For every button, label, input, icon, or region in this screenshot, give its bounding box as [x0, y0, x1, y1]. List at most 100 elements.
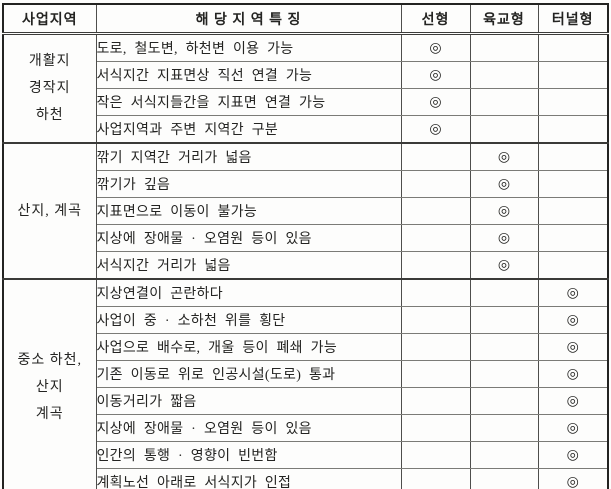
feature-cell: 서식지간 거리가 넓음 [95, 251, 402, 280]
empty-mark-cell [537, 61, 609, 89]
region-label-line: 개활지 [28, 54, 71, 69]
feature-cell: 사업으로 배수로, 개울 등이 폐쇄 가능 [95, 333, 402, 361]
feature-cell: 작은 서식지들간을 지표면 연결 가능 [95, 88, 402, 116]
table-row: 산지, 계곡 깎기 지역간 거리가 넓음 ◎ [2, 142, 609, 280]
feature-cell: 지상에 장애물 · 오염원 등이 있음 [95, 414, 402, 442]
empty-mark-cell [400, 170, 471, 198]
col-header-area-features: 해 당 지 역 특 징 [95, 3, 402, 35]
bullseye-mark-cell: ◎ [469, 142, 539, 171]
empty-mark-cell [469, 306, 539, 334]
table-row: 지상에 장애물 · 오염원 등이 있음 ◎ [3, 414, 609, 442]
table-row: 서식지간 거리가 넓음 ◎ [3, 251, 609, 280]
feature-cell: 인간의 통행 · 영향이 빈번함 [95, 441, 402, 469]
empty-mark-cell [400, 441, 471, 469]
region-label-line: 산지 [35, 380, 64, 395]
bullseye-mark-cell: ◎ [469, 197, 539, 225]
empty-mark-cell [469, 414, 539, 442]
bullseye-mark-cell: ◎ [537, 333, 609, 361]
bullseye-mark-cell: ◎ [537, 387, 609, 415]
empty-mark-cell [400, 142, 471, 171]
table-row: 사업이 중 · 소하천 위를 횡단 ◎ [3, 306, 609, 334]
empty-mark-cell [469, 441, 539, 469]
feature-cell: 지상연결이 곤란하다 [95, 278, 402, 307]
table-row: 작은 서식지들간을 지표면 연결 가능 ◎ [3, 88, 609, 116]
feature-cell: 지표면으로 이동이 불가능 [95, 197, 402, 225]
empty-mark-cell [469, 360, 539, 388]
empty-mark-cell [400, 333, 471, 361]
bullseye-mark-cell: ◎ [400, 61, 471, 89]
region-label-line: 산지, 계곡 [17, 203, 83, 219]
empty-mark-cell [400, 251, 471, 280]
header-row: 사업지역 해 당 지 역 특 징 선형 육교형 터널형 [2, 3, 609, 35]
bullseye-mark-cell: ◎ [537, 414, 609, 442]
bullseye-mark-cell: ◎ [537, 441, 609, 469]
feature-cell: 서식지간 지표면상 직선 연결 가능 [95, 61, 402, 89]
feature-cell: 사업이 중 · 소하천 위를 횡단 [95, 306, 402, 334]
bullseye-mark-cell: ◎ [400, 32, 471, 62]
feature-cell: 이동거리가 짧음 [95, 387, 402, 415]
region-label-line: 중소 하천, [17, 353, 83, 368]
empty-mark-cell [469, 468, 539, 489]
col-header-tunnel-type: 터널형 [537, 3, 609, 35]
table-row: 서식지간 지표면상 직선 연결 가능 ◎ [3, 61, 609, 89]
table-row: 사업지역과 주변 지역간 구분 ◎ [3, 115, 609, 144]
empty-mark-cell [469, 115, 539, 144]
table-body: 개활지 경작지 하천 도로, 철도변, 하천변 이용 가능 ◎ 서식지간 지표면상 직선 … [2, 32, 609, 489]
feature-cell: 계획노선 아래로 서식지가 인접 [95, 468, 402, 489]
bullseye-mark-cell: ◎ [469, 170, 539, 198]
empty-mark-cell [537, 224, 609, 252]
feature-cell: 도로, 철도변, 하천변 이용 가능 [95, 32, 402, 62]
empty-mark-cell [469, 88, 539, 116]
empty-mark-cell [400, 468, 471, 489]
table-row: 기존 이동로 위로 인공시설(도로) 통과 ◎ [3, 360, 609, 388]
empty-mark-cell [400, 224, 471, 252]
bullseye-mark-cell: ◎ [400, 88, 471, 116]
empty-mark-cell [469, 333, 539, 361]
empty-mark-cell [400, 360, 471, 388]
table-row: 인간의 통행 · 영향이 빈번함 ◎ [3, 441, 609, 469]
table-row: 계획노선 아래로 서식지가 인접 ◎ [3, 468, 609, 489]
bullseye-mark-cell: ◎ [537, 306, 609, 334]
empty-mark-cell [400, 306, 471, 334]
empty-mark-cell [537, 32, 609, 62]
col-header-project-area: 사업지역 [2, 3, 97, 35]
bullseye-mark-cell: ◎ [537, 278, 609, 307]
region-label-line: 계곡 [35, 407, 64, 422]
region-label-line: 경작지 [28, 81, 71, 96]
feature-cell: 깎기 지역간 거리가 넓음 [95, 142, 402, 171]
empty-mark-cell [537, 142, 609, 171]
habitat-feature-table: 사업지역 해 당 지 역 특 징 선형 육교형 터널형 개활지 경작지 하천 도로, … [2, 3, 609, 489]
table-row: 깎기가 깊음 ◎ [3, 170, 609, 198]
table-row: 개활지 경작지 하천 도로, 철도변, 하천변 이용 가능 ◎ [2, 32, 609, 144]
region-cell: 산지, 계곡 [2, 142, 97, 280]
col-header-linear-type: 선형 [400, 3, 471, 35]
bullseye-mark-cell: ◎ [469, 224, 539, 252]
bullseye-mark-cell: ◎ [469, 251, 539, 280]
empty-mark-cell [400, 414, 471, 442]
empty-mark-cell [537, 197, 609, 225]
empty-mark-cell [537, 170, 609, 198]
table-header: 사업지역 해 당 지 역 특 징 선형 육교형 터널형 [2, 3, 609, 35]
empty-mark-cell [469, 387, 539, 415]
feature-cell: 깎기가 깊음 [95, 170, 402, 198]
table-row: 지상에 장애물 · 오염원 등이 있음 ◎ [3, 224, 609, 252]
bullseye-mark-cell: ◎ [400, 115, 471, 144]
empty-mark-cell [469, 278, 539, 307]
empty-mark-cell [537, 88, 609, 116]
empty-mark-cell [400, 197, 471, 225]
bullseye-mark-cell: ◎ [537, 360, 609, 388]
bullseye-mark-cell: ◎ [537, 468, 609, 489]
col-header-overpass-type: 육교형 [469, 3, 539, 35]
feature-cell: 사업지역과 주변 지역간 구분 [95, 115, 402, 144]
feature-cell: 기존 이동로 위로 인공시설(도로) 통과 [95, 360, 402, 388]
table-row: 사업으로 배수로, 개울 등이 폐쇄 가능 ◎ [3, 333, 609, 361]
empty-mark-cell [400, 387, 471, 415]
region-label-line: 하천 [35, 108, 64, 123]
feature-cell: 지상에 장애물 · 오염원 등이 있음 [95, 224, 402, 252]
empty-mark-cell [469, 61, 539, 89]
empty-mark-cell [537, 251, 609, 280]
